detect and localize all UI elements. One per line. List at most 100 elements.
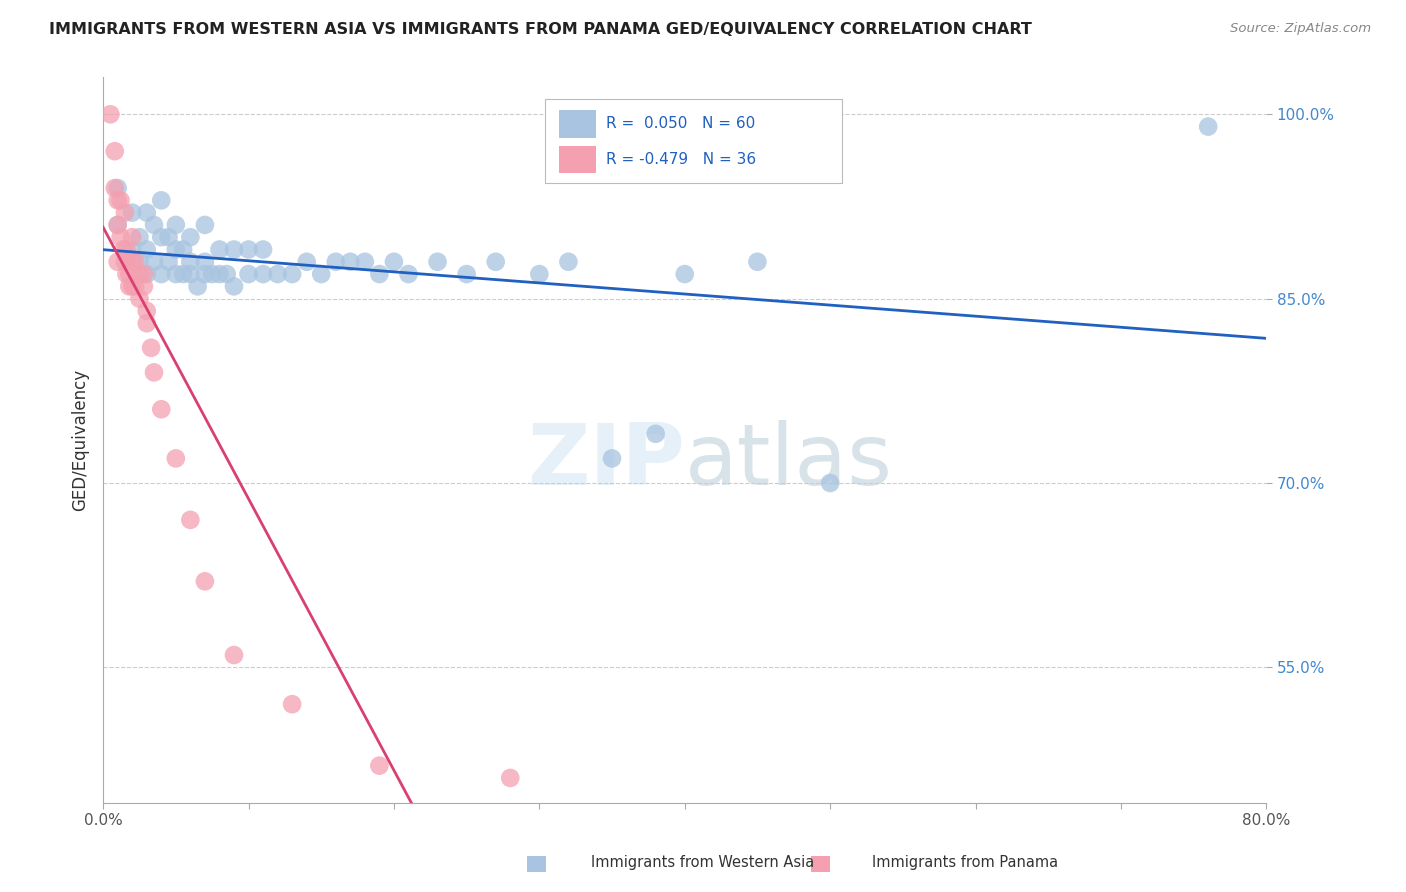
Point [121, 205, 143, 219]
Point [107, 218, 129, 232]
Point [112, 243, 135, 257]
Point [222, 279, 245, 293]
Point [747, 254, 769, 268]
Point [118, 279, 141, 293]
Point [135, 243, 157, 257]
Point [165, 451, 187, 466]
Point [114, 205, 136, 219]
Point [499, 771, 522, 785]
Point [135, 205, 157, 219]
Point [107, 194, 129, 208]
Point [132, 279, 155, 293]
Text: Source: ZipAtlas.com: Source: ZipAtlas.com [1230, 22, 1371, 36]
Point [143, 254, 166, 268]
Point [179, 230, 201, 244]
Point [325, 254, 347, 268]
Point [107, 181, 129, 195]
Point [165, 243, 187, 257]
Point [557, 254, 579, 268]
Point [128, 230, 150, 244]
Point [382, 254, 405, 268]
Point [187, 279, 209, 293]
Point [107, 218, 129, 232]
Point [124, 279, 146, 293]
Point [309, 267, 332, 281]
Point [157, 254, 180, 268]
Point [398, 267, 420, 281]
Point [368, 267, 391, 281]
Point [281, 267, 304, 281]
Point [222, 648, 245, 662]
Point [121, 243, 143, 257]
Text: R =  0.050   N = 60: R = 0.050 N = 60 [606, 116, 755, 131]
Point [194, 254, 217, 268]
Point [456, 267, 478, 281]
Point [150, 267, 173, 281]
Point [201, 267, 224, 281]
Point [644, 426, 666, 441]
Point [100, 107, 122, 121]
Point [194, 574, 217, 589]
Point [238, 267, 260, 281]
Point [252, 243, 274, 257]
Point [135, 304, 157, 318]
Point [104, 144, 127, 158]
Point [124, 254, 146, 268]
Point [208, 243, 231, 257]
Point [107, 254, 129, 268]
Point [368, 758, 391, 772]
Y-axis label: GED/Equivalency: GED/Equivalency [72, 369, 89, 511]
Point [121, 254, 143, 268]
Point [215, 267, 238, 281]
Point [295, 254, 318, 268]
Point [143, 365, 166, 379]
Point [132, 267, 155, 281]
Point [150, 194, 173, 208]
Point [165, 267, 187, 281]
Point [114, 254, 136, 268]
Point [135, 316, 157, 330]
FancyBboxPatch shape [546, 99, 842, 183]
Point [600, 451, 623, 466]
Point [128, 254, 150, 268]
Text: atlas: atlas [685, 420, 893, 503]
Point [143, 218, 166, 232]
Point [128, 267, 150, 281]
Point [238, 243, 260, 257]
Point [157, 230, 180, 244]
Point [165, 218, 187, 232]
Point [139, 341, 162, 355]
Point [194, 218, 217, 232]
Point [485, 254, 508, 268]
Point [208, 267, 231, 281]
Point [222, 243, 245, 257]
Point [115, 267, 138, 281]
Point [128, 292, 150, 306]
Point [1197, 120, 1219, 134]
Text: Immigrants from Western Asia: Immigrants from Western Asia [591, 855, 814, 870]
Text: IMMIGRANTS FROM WESTERN ASIA VS IMMIGRANTS FROM PANAMA GED/EQUIVALENCY CORRELATI: IMMIGRANTS FROM WESTERN ASIA VS IMMIGRAN… [49, 22, 1032, 37]
Point [281, 697, 304, 711]
Text: R = -0.479   N = 36: R = -0.479 N = 36 [606, 152, 756, 167]
Point [172, 243, 194, 257]
Point [818, 475, 841, 490]
Point [121, 230, 143, 244]
Point [135, 267, 157, 281]
FancyBboxPatch shape [560, 145, 596, 173]
Point [179, 267, 201, 281]
Point [339, 254, 361, 268]
Point [150, 402, 173, 417]
Point [104, 181, 127, 195]
Point [121, 254, 143, 268]
Point [673, 267, 696, 281]
Point [121, 279, 143, 293]
Point [252, 267, 274, 281]
Point [266, 267, 288, 281]
Point [426, 254, 449, 268]
Point [118, 267, 141, 281]
Point [110, 194, 132, 208]
Point [179, 513, 201, 527]
Point [115, 243, 138, 257]
Point [110, 230, 132, 244]
Point [353, 254, 375, 268]
